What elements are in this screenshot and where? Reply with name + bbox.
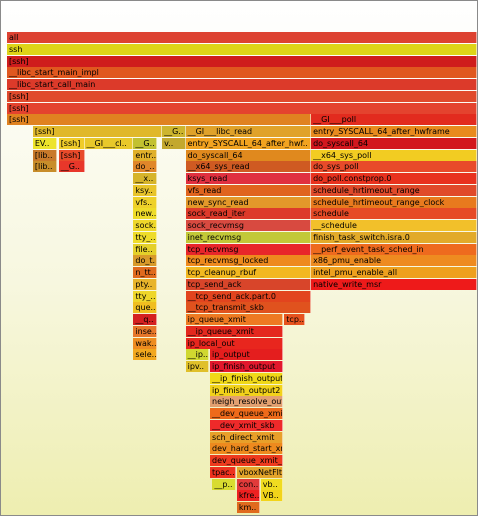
flame-frame[interactable]: inse.. xyxy=(133,325,157,337)
flame-frame[interactable]: entr.. xyxy=(133,149,157,161)
flame-frame[interactable]: tty_.. xyxy=(133,290,157,302)
flame-frame[interactable]: km.. xyxy=(236,502,260,513)
flame-frame[interactable]: tpac.. xyxy=(210,466,236,478)
flame-frame[interactable]: tcp_cleanup_rbuf xyxy=(185,267,312,278)
flame-frame[interactable]: [ssh] xyxy=(7,102,477,114)
flame-frame[interactable]: [ssh] xyxy=(7,55,477,67)
flame-frame[interactable]: ip_queue_xmit xyxy=(185,314,283,325)
flame-frame[interactable]: __GI___cl.. xyxy=(84,137,134,149)
flame-frame[interactable]: con.. xyxy=(236,478,260,490)
flame-frame[interactable]: __q.. xyxy=(133,314,157,325)
flame-frame[interactable]: do_.. xyxy=(133,161,157,173)
flame-frame[interactable]: do_poll.constprop.0 xyxy=(311,173,477,184)
flame-frame[interactable]: schedule_hrtimeout_range xyxy=(311,184,477,196)
flame-frame[interactable]: tty_.. xyxy=(133,231,157,243)
flame-frame[interactable]: __libc_start_main_impl xyxy=(7,67,477,79)
flame-frame[interactable]: __tcp_send_ack.part.0 xyxy=(185,290,312,302)
flame-frame[interactable]: ip_output xyxy=(210,349,283,361)
flame-frame[interactable]: __G.. xyxy=(58,161,85,173)
flame-frame[interactable]: tcp_recvmsg_locked xyxy=(185,255,312,267)
flame-frame[interactable]: sock.. xyxy=(133,220,157,231)
flame-frame[interactable]: new_sync_read xyxy=(185,196,312,208)
flame-frame[interactable]: sch_direct_xmit xyxy=(210,431,283,443)
flame-frame[interactable]: ssh xyxy=(7,43,477,55)
flame-frame[interactable]: inet_recvmsg xyxy=(185,231,312,243)
flame-frame[interactable]: kfre.. xyxy=(236,490,260,502)
flame-frame[interactable]: native_write_msr xyxy=(311,278,477,290)
flame-frame[interactable]: __libc_start_call_main xyxy=(7,79,477,90)
flame-frame[interactable]: __schedule xyxy=(311,220,477,231)
flame-frame[interactable]: [ssh] xyxy=(7,114,312,126)
flame-frame[interactable]: ip_local_out xyxy=(185,337,283,349)
flame-frame[interactable]: ksy.. xyxy=(133,184,157,196)
flame-frame[interactable]: all xyxy=(7,32,477,43)
flame-frame[interactable]: ksys_read xyxy=(185,173,312,184)
flame-frame[interactable]: que.. xyxy=(133,302,157,314)
flame-frame[interactable]: sock_recvmsg xyxy=(185,220,312,231)
flame-frame[interactable]: tcp_send_ack xyxy=(185,278,312,290)
flame-frame[interactable]: __x64_sys_poll xyxy=(311,149,477,161)
flame-frame[interactable]: __x.. xyxy=(133,173,157,184)
flame-frame[interactable]: intel_pmu_enable_all xyxy=(311,267,477,278)
flame-frame[interactable]: [ssh] xyxy=(58,137,85,149)
flame-frame[interactable]: dev_hard_start_xmit xyxy=(210,443,283,455)
flame-frame[interactable]: VB.. xyxy=(260,490,283,502)
flame-frame[interactable]: do_t.. xyxy=(133,255,157,267)
flame-frame[interactable]: __ip_queue_xmit xyxy=(185,325,283,337)
flame-frame[interactable]: new.. xyxy=(133,208,157,220)
flame-frame[interactable]: tcp_recvmsg xyxy=(185,243,312,255)
flame-frame[interactable]: wak.. xyxy=(133,337,157,349)
flame-frame[interactable]: sock_read_iter xyxy=(185,208,312,220)
flame-frame[interactable]: __x64_sys_read xyxy=(185,161,312,173)
flame-frame[interactable]: __perf_event_task_sched_in xyxy=(311,243,477,255)
flame-frame[interactable]: __G.. xyxy=(133,137,157,149)
flame-frame[interactable]: schedule xyxy=(311,208,477,220)
flame-frame[interactable]: do_syscall_64 xyxy=(185,149,312,161)
flame-frame[interactable]: neigh_resolve_out.. xyxy=(210,396,283,408)
flame-frame[interactable]: dev_queue_xmit_nit xyxy=(210,455,283,466)
flame-frame[interactable]: vboxNetFlt.. xyxy=(236,466,283,478)
flame-frame[interactable]: do_sys_poll xyxy=(311,161,477,173)
flame-frame[interactable]: __G.. xyxy=(162,126,186,137)
flame-frame[interactable]: __tcp_transmit_skb xyxy=(185,302,312,314)
flame-frame[interactable]: __dev_xmit_skb xyxy=(210,419,283,431)
flame-frame[interactable]: __ip_finish_output xyxy=(210,372,283,384)
flame-frame[interactable]: ipv.. xyxy=(185,361,210,372)
flame-frame[interactable]: vfs_read xyxy=(185,184,312,196)
flame-frame[interactable]: vfs.. xyxy=(133,196,157,208)
flame-frame[interactable]: [lib.. xyxy=(32,149,58,161)
flame-frame[interactable]: pty.. xyxy=(133,278,157,290)
flame-frame[interactable]: EV.. xyxy=(32,137,58,149)
flame-frame[interactable]: ip_finish_output2 xyxy=(210,384,283,396)
flame-frame[interactable]: __dev_queue_xmit xyxy=(210,408,283,419)
flame-frame[interactable]: n_tt.. xyxy=(133,267,157,278)
flame-frame[interactable]: __ip.. xyxy=(185,349,210,361)
flame-frame[interactable]: [ssh] xyxy=(58,149,85,161)
flame-frame[interactable]: x86_pmu_enable xyxy=(311,255,477,267)
flame-frame[interactable]: file.. xyxy=(133,243,157,255)
flame-frame[interactable]: entry_SYSCALL_64_after_hwframe xyxy=(311,126,477,137)
flame-frame[interactable]: __p.. xyxy=(212,478,236,490)
flame-frame[interactable]: [ssh] xyxy=(32,126,163,137)
flame-frame[interactable]: [ssh] xyxy=(7,90,477,102)
flame-frame[interactable]: sele.. xyxy=(133,349,157,361)
flame-frame[interactable]: vb.. xyxy=(260,478,283,490)
flame-frame[interactable]: entry_SYSCALL_64_after_hwf.. xyxy=(185,137,312,149)
flame-frame[interactable]: __GI___poll xyxy=(311,114,477,126)
flame-frame[interactable]: v.. xyxy=(162,137,186,149)
flame-frame[interactable]: schedule_hrtimeout_range_clock xyxy=(311,196,477,208)
flame-frame[interactable]: tcp.. xyxy=(284,314,306,325)
flame-frame[interactable]: ip_finish_output xyxy=(210,361,283,372)
flame-frame[interactable]: finish_task_switch.isra.0 xyxy=(311,231,477,243)
flame-frame[interactable]: [lib.. xyxy=(32,161,58,173)
flame-frame[interactable]: do_syscall_64 xyxy=(311,137,477,149)
flame-frame[interactable]: __GI___libc_read xyxy=(185,126,312,137)
